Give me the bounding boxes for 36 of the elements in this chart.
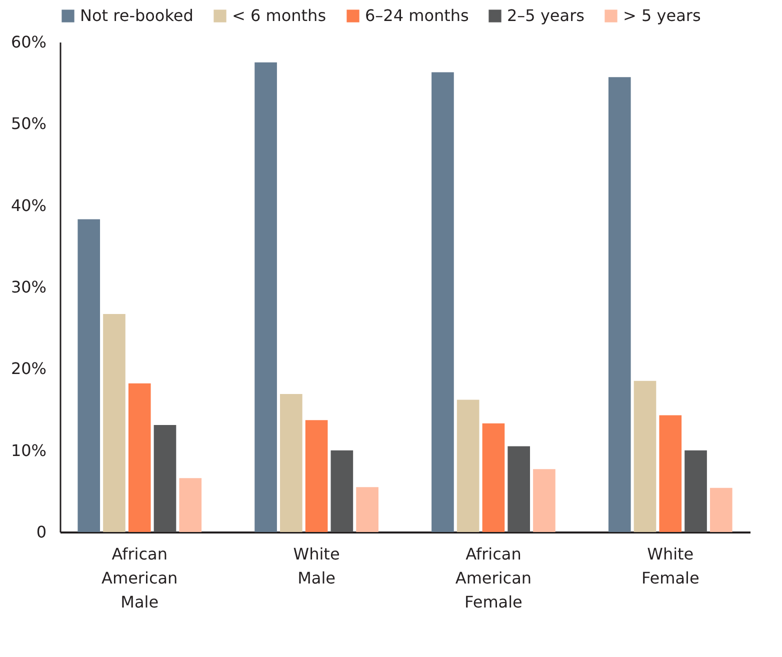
bar: [305, 420, 328, 532]
bar: [634, 380, 656, 532]
y-tick-label: 50%: [10, 114, 46, 134]
bar: [154, 425, 176, 532]
y-tick-label: 30%: [10, 278, 46, 296]
x-tick-label: African American Male: [102, 544, 178, 612]
y-tick-label: 10%: [10, 440, 46, 460]
y-tick-label: 20%: [10, 359, 46, 378]
x-tick-label: White Male: [293, 544, 340, 588]
bar: [356, 487, 378, 532]
y-tick-label: 40%: [10, 196, 46, 215]
bar: [103, 314, 126, 532]
bar: [608, 77, 631, 532]
bar: [659, 415, 682, 532]
bar: [432, 72, 454, 532]
legend-label: > 5 years: [623, 6, 701, 25]
legend-label: < 6 months: [232, 6, 326, 25]
x-tick-label: African American Female: [455, 544, 532, 612]
legend-label: 6–24 months: [365, 6, 469, 25]
y-tick-label: 0: [36, 522, 46, 542]
legend-label: 2–5 years: [507, 6, 584, 25]
y-tick-label: 60%: [10, 32, 46, 52]
bar: [533, 469, 556, 532]
bar: [254, 62, 277, 532]
bar: [508, 446, 530, 532]
bar: [482, 423, 505, 532]
bar: [280, 394, 302, 532]
bar: [128, 383, 151, 532]
bar: [710, 488, 732, 532]
bar: [179, 478, 202, 532]
bar: [456, 400, 480, 532]
legend-label: Not re-booked: [80, 6, 194, 25]
bar: [330, 450, 354, 532]
x-tick-label: White Female: [641, 544, 700, 588]
bar: [78, 219, 100, 532]
bar: [684, 450, 707, 532]
